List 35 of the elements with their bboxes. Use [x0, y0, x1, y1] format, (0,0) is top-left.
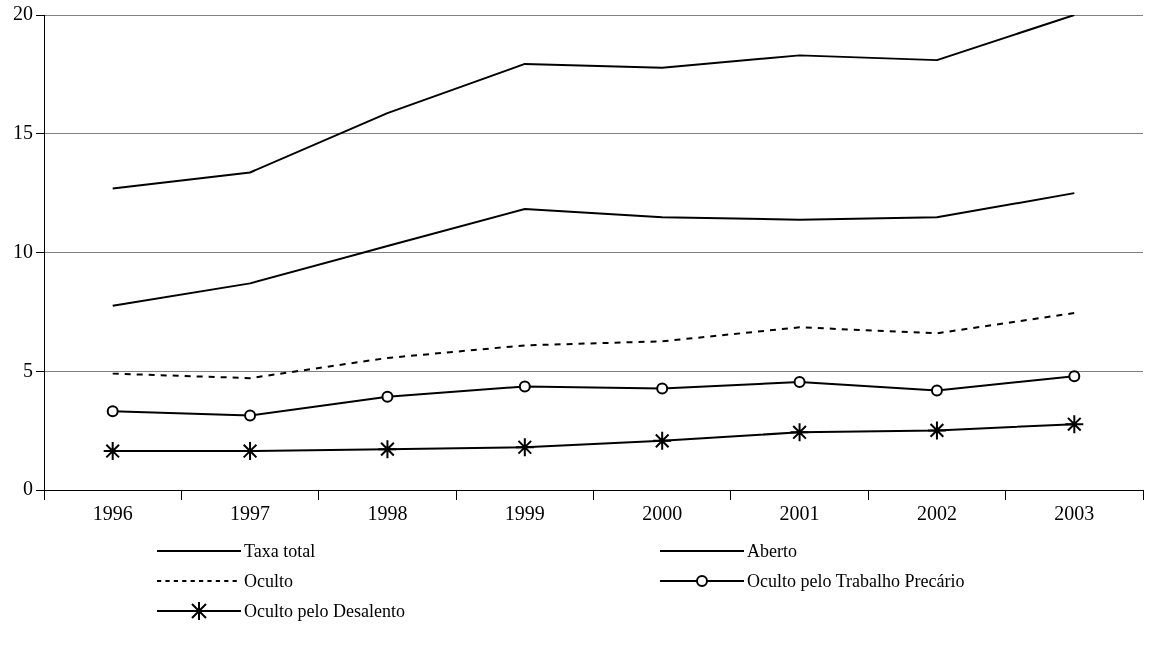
x-tick-label: 2002 [916, 502, 957, 525]
x-tick-label: 1998 [367, 502, 408, 525]
x-tick-label: 1997 [230, 502, 271, 525]
x-tick-label: 1999 [504, 502, 545, 525]
y-tick-label: 5 [23, 358, 33, 381]
y-tick-label: 0 [23, 477, 33, 500]
point [514, 437, 535, 458]
y-tick-label: 15 [13, 121, 33, 143]
legend-label: Oculto pelo Trabalho Precário [747, 570, 965, 592]
point [377, 439, 398, 460]
point [244, 409, 257, 422]
y-tick-label: 20 [13, 2, 33, 25]
point [652, 430, 673, 451]
point [656, 382, 669, 395]
point [102, 441, 123, 462]
legend-label: Oculto [244, 570, 293, 592]
x-tick-label: 2003 [1054, 502, 1095, 525]
point [106, 405, 119, 418]
legend-label: Aberto [747, 540, 797, 562]
point [381, 390, 394, 403]
point [518, 380, 531, 393]
point [789, 422, 810, 443]
point [1068, 370, 1081, 383]
y-tick-label: 10 [13, 239, 33, 262]
x-tick-label: 2000 [642, 502, 683, 525]
point [930, 384, 943, 397]
point [926, 420, 947, 441]
point [793, 375, 806, 388]
legend-label: Oculto pelo Desalento [244, 600, 405, 622]
legend-label: Taxa total [244, 540, 316, 562]
point [1064, 414, 1085, 435]
x-tick-label: 1996 [92, 502, 133, 525]
line-series [111, 312, 1076, 380]
x-tick-label: 2001 [779, 502, 820, 525]
point [240, 441, 261, 462]
